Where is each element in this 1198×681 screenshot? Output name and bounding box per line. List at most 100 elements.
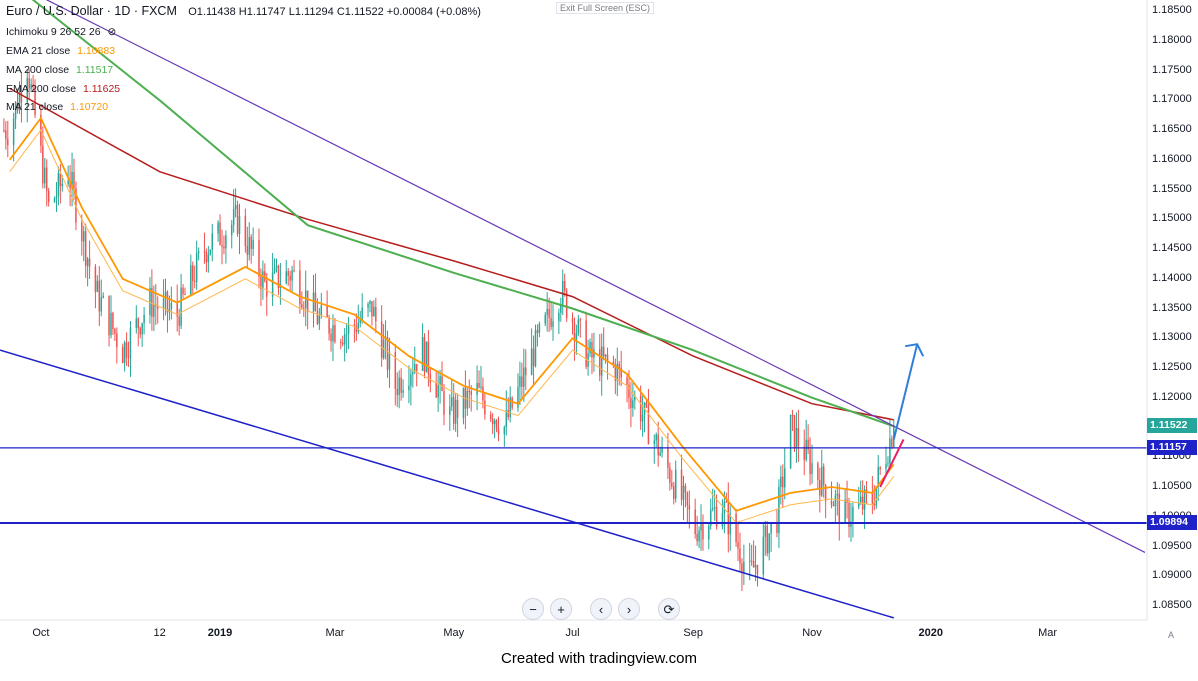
candle-body — [517, 386, 519, 408]
candle-body — [645, 402, 648, 406]
candle-body — [334, 325, 336, 342]
candle-body — [655, 434, 657, 441]
candle-body — [519, 376, 521, 387]
candle-body — [782, 476, 784, 488]
candle-body — [312, 292, 315, 312]
candle-body — [791, 415, 794, 417]
candle-body — [303, 307, 305, 309]
candle-body — [100, 297, 103, 312]
candle-body — [871, 493, 874, 504]
candle-body — [246, 245, 249, 255]
candle-body — [768, 533, 770, 554]
candle-body — [834, 495, 837, 507]
candle-body — [674, 469, 677, 499]
candle-body — [614, 364, 617, 381]
candle-body — [509, 397, 511, 418]
candle-body — [521, 376, 523, 387]
candle-body — [832, 505, 835, 507]
candle-body — [421, 336, 424, 371]
candle-body — [386, 336, 389, 370]
indicator-ema21[interactable]: EMA 21 close 1.10883 — [6, 45, 115, 57]
candle-body — [503, 427, 506, 435]
candle-body — [176, 302, 178, 317]
candle-body — [669, 467, 671, 483]
candle-body — [822, 466, 825, 486]
candle-body — [412, 372, 414, 375]
candle-body — [197, 251, 200, 254]
x-tick-label: Jul — [565, 627, 580, 639]
indicator-ma200[interactable]: MA 200 close 1.11517 — [6, 64, 113, 76]
scroll-left-button[interactable]: ‹ — [590, 598, 612, 620]
candle-body — [739, 548, 741, 564]
candle-body — [73, 171, 75, 189]
candle-body — [858, 502, 860, 508]
candle-body — [53, 198, 56, 202]
candle-body — [153, 304, 155, 317]
candle-body — [330, 333, 332, 342]
candle-body — [271, 272, 274, 297]
indicator-ichimoku[interactable]: Ichimoku 9 26 52 26 ⊘ — [6, 26, 116, 38]
y-tick-label: 1.10500 — [1152, 480, 1192, 492]
candle-body — [437, 385, 439, 398]
y-tick-label: 1.12500 — [1152, 361, 1192, 373]
candle-body — [143, 314, 145, 324]
candle-body — [525, 367, 527, 376]
indicator-ema200[interactable]: EMA 200 close 1.11625 — [6, 83, 120, 95]
candle-body — [589, 341, 591, 354]
auto-scale-button[interactable]: A — [1167, 630, 1174, 640]
x-tick-label: Oct — [32, 627, 50, 639]
x-tick-label: May — [443, 627, 465, 639]
candle-body — [332, 325, 334, 342]
candle-body — [149, 288, 151, 315]
zoom-out-button[interactable]: − — [522, 598, 544, 620]
eye-icon[interactable]: ⊘ — [107, 26, 117, 38]
support-price-tag: 1.09894 — [1147, 515, 1197, 531]
candle-body — [489, 414, 492, 419]
candle-body — [129, 328, 132, 358]
candle-body — [209, 249, 212, 255]
candle-body — [141, 323, 143, 335]
candle-body — [741, 563, 743, 574]
candle-body — [538, 323, 541, 333]
candle-body — [84, 231, 87, 266]
candle-body — [69, 181, 71, 189]
candle-body — [32, 84, 34, 87]
candle-body — [207, 254, 210, 263]
indicator-value: 1.10883 — [77, 45, 116, 57]
y-tick-label: 1.09500 — [1152, 539, 1192, 552]
y-tick-label: 1.18000 — [1152, 33, 1192, 46]
x-tick-label: 2020 — [918, 627, 944, 639]
projection-arrow — [892, 343, 919, 440]
symbol-title: Euro / U.S. Dollar · 1D · FXCM — [6, 4, 177, 18]
candle-body — [164, 291, 167, 299]
x-tick-label: Nov — [802, 627, 822, 639]
candle-body — [565, 290, 568, 319]
candle-body — [193, 281, 196, 283]
candle-body — [394, 352, 397, 389]
candle-body — [162, 298, 165, 309]
zoom-in-button[interactable]: + — [550, 598, 572, 620]
candle-body — [328, 317, 330, 334]
candle-body — [373, 306, 375, 317]
candle-body — [135, 318, 138, 329]
candle-body — [852, 507, 854, 522]
candle-body — [402, 390, 404, 393]
scroll-right-button[interactable]: › — [618, 598, 640, 620]
candle-body — [367, 304, 369, 308]
indicator-ma21[interactable]: MA 21 close 1.10720 — [6, 101, 108, 113]
candle-body — [891, 438, 893, 447]
candle-body — [604, 354, 607, 357]
upper-trendline — [45, 0, 1146, 553]
candle-body — [639, 395, 642, 422]
reset-chart-icon[interactable]: ⟳ — [658, 598, 680, 620]
exit-fullscreen-button[interactable]: Exit Full Screen (ESC) — [556, 2, 655, 14]
candle-body — [700, 523, 702, 531]
candle-body — [661, 446, 663, 453]
candle-body — [443, 390, 445, 415]
candle-body — [195, 253, 198, 282]
candle-body — [797, 428, 800, 447]
candle-body — [423, 336, 426, 373]
candle-body — [380, 321, 383, 358]
candle-body — [548, 308, 550, 318]
